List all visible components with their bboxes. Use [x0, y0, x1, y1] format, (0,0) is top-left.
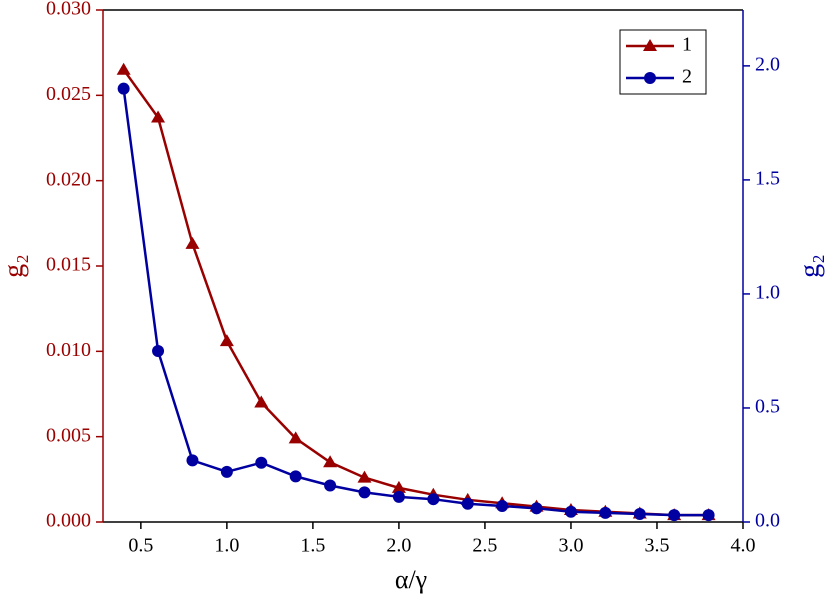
data-point [117, 82, 130, 95]
data-point [323, 455, 338, 468]
data-point [461, 497, 474, 510]
legend-box [619, 29, 707, 95]
data-point [116, 62, 131, 75]
data-point [152, 344, 165, 357]
y-tick-label: 0.000 [46, 510, 91, 532]
data-point [186, 454, 199, 467]
y2-tick-label: 1.0 [755, 282, 780, 304]
data-point [599, 506, 612, 519]
y-tick-label: 0.015 [46, 254, 91, 276]
data-point [220, 465, 233, 478]
x-tick-label: 4.0 [731, 535, 756, 557]
y2-tick-label: 0.0 [755, 510, 780, 532]
x-tick-label: 0.5 [128, 535, 153, 557]
y-axis-title: g₂ [0, 254, 29, 278]
y-tick-label: 0.005 [46, 424, 91, 446]
y2-axis-title: g₂ [794, 254, 825, 278]
y-tick-label: 0.030 [46, 0, 91, 20]
data-point [702, 509, 715, 522]
y-tick-label: 0.020 [46, 168, 91, 190]
y2-tick-label: 0.5 [755, 396, 780, 418]
y2-tick-label: 1.5 [755, 168, 780, 190]
x-tick-label: 2.5 [472, 535, 497, 557]
data-point [391, 480, 406, 493]
x-tick-label: 1.0 [214, 535, 239, 557]
data-point [288, 431, 303, 444]
x-tick-label: 2.0 [386, 535, 411, 557]
legend-marker [643, 39, 657, 51]
data-point [564, 505, 577, 518]
y-tick-label: 0.010 [46, 339, 91, 361]
data-point [530, 502, 543, 515]
data-point [668, 509, 681, 522]
x-tick-label: 1.5 [300, 535, 325, 557]
data-point [289, 470, 302, 483]
legend-marker [644, 72, 656, 84]
data-point [358, 486, 371, 499]
x-tick-label: 3.5 [644, 535, 669, 557]
y2-tick-label: 2.0 [755, 53, 780, 75]
data-point [392, 490, 405, 503]
data-point [185, 236, 200, 249]
legend-label: 2 [682, 66, 692, 88]
y-tick-label: 0.025 [46, 83, 91, 105]
data-point [254, 395, 269, 408]
data-point [427, 493, 440, 506]
data-point [151, 110, 166, 123]
data-point [496, 500, 509, 513]
data-point [219, 334, 234, 347]
data-point [255, 456, 268, 469]
x-tick-label: 3.0 [558, 535, 583, 557]
legend-label: 1 [682, 34, 692, 56]
series-line [122, 88, 709, 517]
data-point [324, 479, 337, 492]
series-line [122, 69, 709, 517]
data-point [357, 470, 372, 483]
data-point [633, 508, 646, 521]
x-axis-title: α/γ [395, 565, 427, 594]
